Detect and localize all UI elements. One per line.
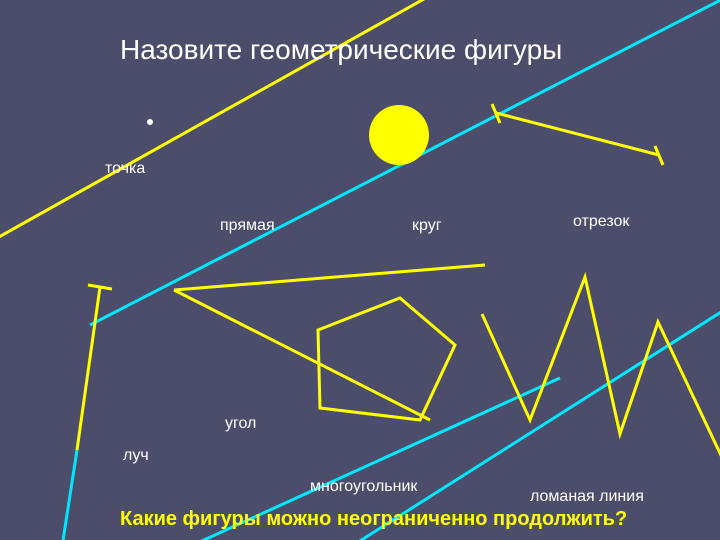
svg-layer [0, 0, 720, 540]
background [0, 0, 720, 540]
label-circle: круг [412, 217, 442, 235]
diagram-canvas: Назовите геометрические фигуры точка пря… [0, 0, 720, 540]
label-angle: угол [225, 415, 256, 433]
label-polygon: многоугольник [310, 478, 417, 496]
label-point: точка [105, 160, 145, 178]
question-text: Какие фигуры можно неограниченно продолж… [120, 508, 627, 531]
circle-shape [369, 105, 429, 165]
page-title: Назовите геометрические фигуры [120, 34, 562, 66]
label-line: прямая [220, 217, 275, 235]
point-shape [147, 119, 153, 125]
label-ray: луч [123, 447, 149, 465]
label-segment: отрезок [573, 213, 629, 231]
label-polyline: ломаная линия [530, 488, 644, 506]
